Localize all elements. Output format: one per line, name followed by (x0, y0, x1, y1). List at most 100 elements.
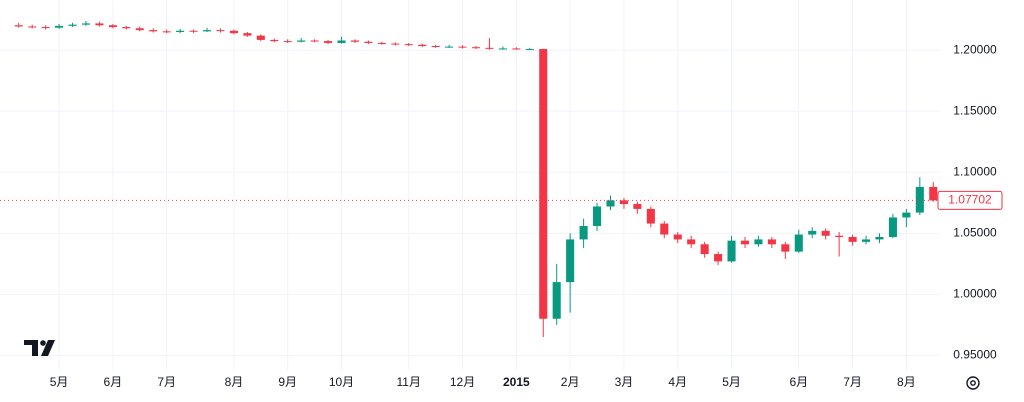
candle-body (243, 33, 252, 36)
candle-body (915, 186, 924, 213)
candle-body (929, 186, 938, 201)
candle-body (512, 48, 521, 50)
x-tick-label: 3月 (615, 375, 634, 389)
candle-body (888, 217, 897, 237)
x-tick-label: 9月 (278, 375, 297, 389)
x-tick-label: 7月 (843, 375, 862, 389)
grid (0, 0, 940, 370)
candle-body (28, 26, 37, 28)
candle-body (740, 240, 750, 245)
candle-body (81, 23, 91, 25)
last-price-label: 1.07702 (948, 193, 992, 207)
candle-body (418, 44, 427, 46)
logo-mark (41, 340, 55, 356)
candle-body (471, 47, 481, 49)
candle-body (377, 42, 386, 44)
x-tick-label: 6月 (789, 375, 808, 389)
candle-body (41, 27, 50, 29)
candle-body (445, 46, 454, 48)
candle-body (525, 49, 534, 51)
candle-body (95, 23, 104, 26)
y-tick-label: 1.15000 (953, 103, 997, 117)
candle-body (593, 206, 602, 226)
candle-body (256, 35, 265, 40)
candle-body (835, 235, 844, 237)
candle-body (189, 30, 198, 32)
logo (24, 340, 55, 356)
candle-body (350, 40, 359, 42)
candle-body (781, 244, 790, 252)
settings-button[interactable] (966, 376, 980, 390)
candle-body (687, 239, 696, 245)
candle-body (498, 48, 507, 50)
candle-body (391, 43, 400, 45)
y-tick-label: 1.05000 (953, 225, 997, 239)
candle-body (364, 41, 373, 43)
candle-body (404, 44, 413, 46)
candle-body (902, 212, 911, 218)
y-tick-label: 0.95000 (953, 348, 997, 362)
x-tick-label: 4月 (668, 375, 687, 389)
candle-body (700, 244, 709, 255)
candle-body (68, 24, 77, 26)
candle-body (767, 239, 776, 245)
candle-body (202, 30, 212, 32)
candle-body (229, 30, 238, 34)
candle-body (539, 49, 548, 319)
x-tick-label: 12月 (450, 375, 475, 389)
last-price-box (937, 190, 1003, 210)
candles (14, 20, 938, 338)
candle-body (646, 208, 655, 224)
axes: 1.20000 1.15000 1.10000 1.05000 1.00000 0.950… (0, 42, 1003, 389)
candle-body (619, 200, 628, 205)
x-tick-label: 8月 (897, 375, 916, 389)
y-tick-label: 1.20000 (953, 42, 997, 56)
logo-mark (40, 340, 46, 346)
candle-body (283, 41, 292, 43)
candle-body (714, 254, 723, 262)
candle-body (108, 25, 117, 28)
candle-body (135, 28, 144, 31)
candle-body (149, 30, 158, 32)
candle-body (176, 30, 185, 32)
settings-icon[interactable] (970, 380, 976, 386)
candle-body (579, 226, 588, 240)
candle-body (821, 230, 830, 236)
settings-icon[interactable] (966, 376, 980, 390)
candle-body (270, 39, 279, 42)
candle-body (754, 239, 763, 245)
candle-body (216, 30, 225, 32)
candle-body (875, 236, 884, 240)
x-tick-label: 11月 (397, 375, 421, 389)
candle-body (14, 25, 23, 27)
candle-body (122, 27, 131, 29)
candle-body (727, 240, 736, 262)
candle-body (794, 234, 803, 252)
logo-mark (24, 340, 38, 356)
candle-body (297, 40, 306, 42)
candle-body (162, 31, 171, 33)
x-tick-label: 7月 (157, 375, 176, 389)
x-tick-label: 2月 (561, 375, 580, 389)
candle-body (660, 223, 669, 235)
candle-body (324, 41, 333, 43)
candle-body (310, 40, 319, 42)
candle-body (808, 230, 817, 235)
y-tick-label: 1.10000 (953, 164, 997, 178)
candle-body (485, 47, 494, 49)
x-tick-label: 8月 (225, 375, 244, 389)
x-tick-label: 2015 (503, 375, 530, 389)
candle-body (606, 200, 615, 207)
candle-body (337, 40, 346, 43)
candle-body (431, 46, 440, 47)
candle-body (673, 234, 682, 240)
candle-body (848, 236, 857, 242)
x-tick-label: 5月 (722, 375, 741, 389)
x-tick-label: 5月 (50, 375, 69, 389)
y-tick-label: 1.00000 (953, 287, 997, 301)
candle-body (458, 46, 467, 48)
candle-body (633, 204, 642, 209)
candle-body (566, 239, 575, 283)
